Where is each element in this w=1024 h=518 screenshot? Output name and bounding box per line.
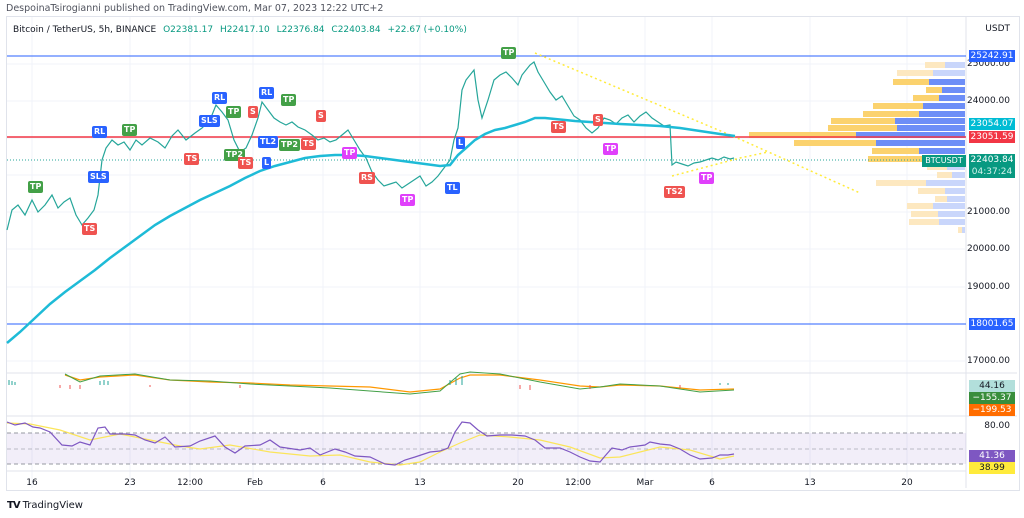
volume-profile xyxy=(749,62,965,233)
close-value: C22403.84 xyxy=(331,25,381,35)
time-tick: 6 xyxy=(320,478,326,488)
rsi-ma-tag: 38.99 xyxy=(969,462,1015,474)
high-value: H22417.10 xyxy=(219,25,270,35)
moving-average-line xyxy=(6,116,736,344)
grid xyxy=(7,17,965,488)
signal-label[interactable]: S xyxy=(593,114,603,126)
price-series xyxy=(6,61,735,231)
signal-label[interactable]: RS xyxy=(359,172,375,184)
macd-pane[interactable] xyxy=(8,371,735,395)
brand-name: TradingView xyxy=(22,500,83,511)
time-tick: 16 xyxy=(26,478,38,488)
support-price-tag: 18001.65 xyxy=(969,318,1015,330)
symbol-legend[interactable]: Bitcoin / TetherUS, 5h, BINANCE O22381.1… xyxy=(13,25,471,35)
last-price-tag: 22403.84 xyxy=(969,154,1015,166)
low-value: L22376.84 xyxy=(276,25,325,35)
signal-label[interactable]: TP xyxy=(603,143,619,155)
signal-label[interactable]: RL xyxy=(92,126,108,138)
open-value: O22381.17 xyxy=(163,25,214,35)
signal-label[interactable]: TS xyxy=(301,138,317,150)
time-tick: 20 xyxy=(901,478,913,488)
signal-label[interactable]: TP2 xyxy=(279,139,300,151)
price-tick: 25000.00 xyxy=(967,59,1010,69)
signal-label[interactable]: RL xyxy=(259,87,275,99)
price-tick: 21000.00 xyxy=(967,207,1010,217)
time-tick: 13 xyxy=(804,478,816,488)
signal-label[interactable]: TS xyxy=(238,157,254,169)
countdown-tag: 04:37:24 xyxy=(969,166,1015,178)
signal-label[interactable]: TP xyxy=(699,172,715,184)
signal-label[interactable]: L xyxy=(456,137,466,149)
signal-label[interactable]: TP xyxy=(501,47,517,59)
time-tick: 12:00 xyxy=(565,478,591,488)
signal-label[interactable]: TL xyxy=(445,182,460,194)
currency-label: USDT xyxy=(985,24,1010,34)
time-tick: Mar xyxy=(636,478,654,488)
time-tick: Feb xyxy=(247,478,263,488)
time-tick: 13 xyxy=(414,478,426,488)
resistance-price-tag: 25242.91 xyxy=(969,50,1015,62)
signal-label[interactable]: S xyxy=(316,110,326,122)
signal-label[interactable]: TP xyxy=(400,194,416,206)
price-tick: 20000.00 xyxy=(967,244,1010,254)
tradingview-logo-icon: TV xyxy=(7,500,21,511)
signal-label[interactable]: TP xyxy=(28,181,44,193)
signal-label[interactable]: TS xyxy=(551,121,567,133)
ascending-trendline[interactable] xyxy=(671,151,769,177)
time-tick: 12:00 xyxy=(177,478,203,488)
signal-label[interactable]: SLS xyxy=(199,115,220,127)
signal-label[interactable]: TP xyxy=(122,124,138,136)
rsi-pane[interactable] xyxy=(6,421,966,466)
signal-label[interactable]: TL2 xyxy=(258,136,279,148)
price-tick: 17000.00 xyxy=(967,356,1010,366)
signal-label[interactable]: TP xyxy=(281,94,297,106)
signal-label[interactable]: TS2 xyxy=(664,186,685,198)
chart-frame[interactable] xyxy=(6,16,1020,491)
signal-label[interactable]: L xyxy=(262,157,272,169)
signal-label[interactable]: S xyxy=(248,106,258,118)
tradingview-branding[interactable]: TV TradingView xyxy=(7,500,83,511)
publisher-line: DespoinaTsirogianni published on Trading… xyxy=(6,3,384,14)
macd-line-tag: −155.37 xyxy=(969,392,1015,404)
descending-trendline[interactable] xyxy=(534,52,861,194)
time-tick: 6 xyxy=(709,478,715,488)
macd-histogram-tag: 44.16 xyxy=(969,380,1015,392)
time-tick: 20 xyxy=(512,478,524,488)
rsi-upper-band: 80.00 xyxy=(984,421,1010,431)
signal-label[interactable]: TS xyxy=(184,153,200,165)
price-tick: 19000.00 xyxy=(967,282,1010,292)
macd-signal-tag: −199.53 xyxy=(969,404,1015,416)
change-value: +22.67 (+0.10%) xyxy=(387,25,467,35)
rsi-value-tag: 41.36 xyxy=(969,450,1015,462)
signal-label[interactable]: SLS xyxy=(88,171,109,183)
signal-label[interactable]: TP xyxy=(342,147,358,159)
time-tick: 23 xyxy=(124,478,136,488)
price-tick: 24000.00 xyxy=(967,96,1010,106)
signal-label[interactable]: TP xyxy=(226,106,242,118)
key-level-price-tag: 23051.59 xyxy=(969,131,1015,143)
ma-price-tag: 23054.07 xyxy=(969,118,1015,130)
signal-label[interactable]: TS xyxy=(82,223,98,235)
signal-label[interactable]: RL xyxy=(212,92,228,104)
symbol-tag: BTCUSDT xyxy=(922,155,966,167)
symbol-name: Bitcoin / TetherUS, 5h, BINANCE xyxy=(13,25,157,35)
